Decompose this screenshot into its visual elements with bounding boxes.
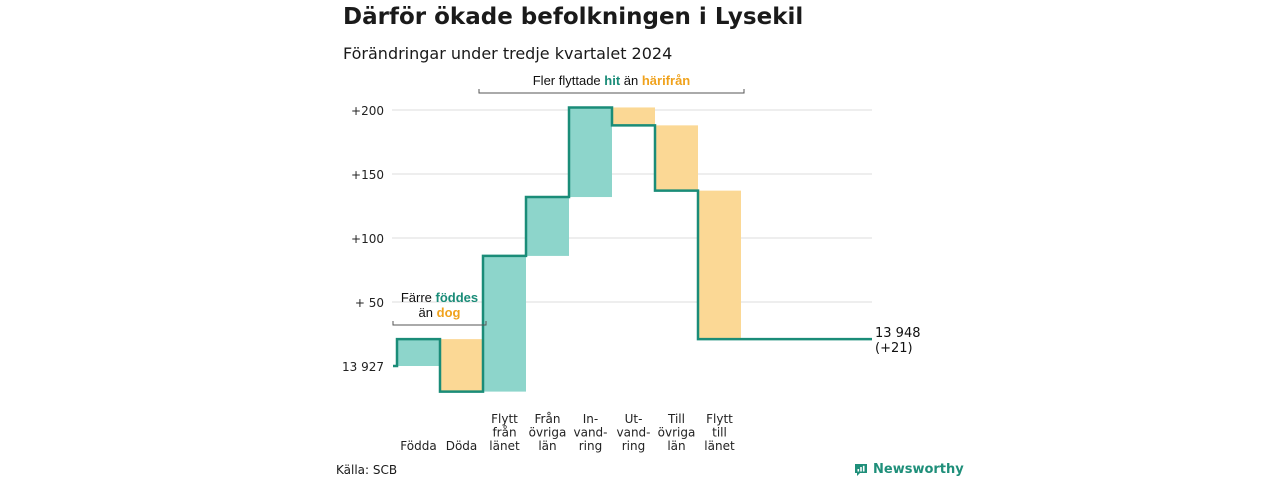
category-label: länet [489,439,520,453]
category-label: län [538,439,556,453]
end-value-label: 13 948(+21) [875,326,921,356]
bars [397,107,741,392]
waterfall-bar [483,255,526,392]
category-label: Födda [400,439,436,453]
waterfall-bar [698,190,741,340]
brand-name: Newsworthy [873,462,964,477]
category-label: Till [667,412,685,426]
annotation-text-part: härifrån [642,73,690,88]
y-axis-ticks: 13 927 + 50 +100 +150 +200 [342,104,384,374]
y-tick-label: +150 [351,168,384,182]
category-label: Flytt [491,412,518,426]
category-label: ring [579,439,603,453]
chart-subtitle: Förändringar under tredje kvartalet 2024 [343,44,673,63]
category-label: länet [704,439,735,453]
waterfall-bar [526,197,569,256]
category-labels: Födda DödaFlyttfrånlänetFrånövrigalänIn-v… [400,412,735,453]
running-total-line [393,106,872,393]
category-label: län [667,439,685,453]
waterfall-bar [397,339,440,366]
category-label: från [492,426,516,440]
category-label: övriga [529,426,567,440]
category-label: In- [583,412,598,426]
category-label: övriga [658,426,696,440]
annotation-text-part: Färre [401,290,436,305]
end-value: 13 948 [875,326,921,341]
category-label: Döda [446,439,478,453]
waterfall-bar [569,107,612,198]
category-label: Ut- [625,412,643,426]
category-label: Flytt [706,412,733,426]
annotation-text-part: Fler flyttade [533,73,605,88]
annotation-text: Färre föddes [401,290,478,305]
annotation-text-part: än [419,305,437,320]
grid-lines [392,109,872,303]
y-tick-label: 13 927 [342,360,384,374]
annotation-bracket [478,89,745,94]
category-label: ring [622,439,646,453]
annotation-text-part: hit [604,73,621,88]
newsworthy-logo-icon [855,463,867,476]
annotation-bracket [392,321,487,326]
annotation-text: Fler flyttade hit än härifrån [533,73,691,88]
waterfall-bar [612,107,655,126]
source-note: Källa: SCB [336,463,398,477]
annotation-text-part: dog [437,305,461,320]
y-tick-label: + 50 [355,296,384,310]
category-label: Från [535,412,561,426]
brand-logo: Newsworthy [854,462,964,477]
chart-title: Därför ökade befolkningen i Lysekil [343,4,804,30]
y-tick-label: +100 [351,232,384,246]
waterfall-bar [440,339,483,392]
category-label: vand- [573,426,607,440]
waterfall-bar [655,125,698,191]
category-label: till [712,426,727,440]
y-tick-label: +200 [351,104,384,118]
annotation-text: än dog [419,305,461,320]
category-label: vand- [616,426,650,440]
annotation-text-part: än [620,73,642,88]
end-change: (+21) [875,341,913,356]
running-total-polyline [393,106,872,393]
annotation-text-part: föddes [436,290,479,305]
